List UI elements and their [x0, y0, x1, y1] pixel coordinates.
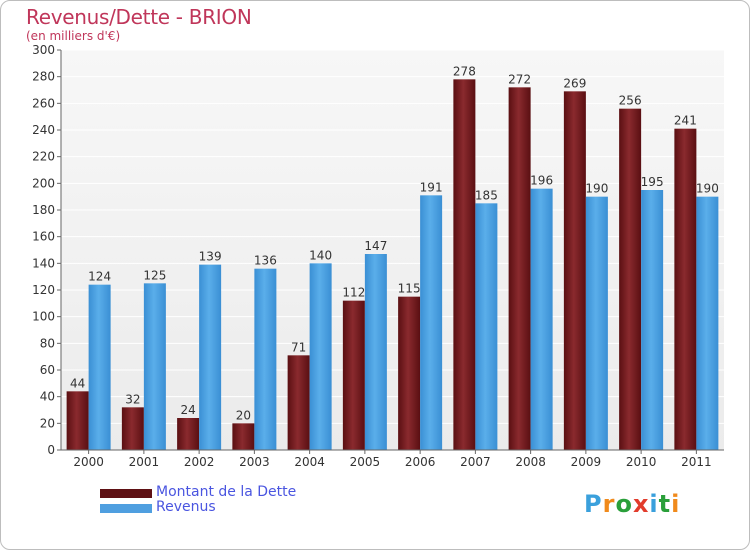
bar-revenus — [420, 195, 443, 450]
bar-revenus — [696, 196, 719, 450]
bar-revenus — [585, 196, 608, 450]
bar-revenus — [364, 254, 387, 450]
data-label-revenus: 125 — [143, 268, 166, 282]
proxiti-logo: Proxiti — [584, 490, 680, 518]
y-tick-label: 120 — [32, 283, 55, 297]
y-tick-label: 60 — [40, 363, 55, 377]
data-label-revenus: 185 — [475, 188, 498, 202]
bar-revenus — [88, 284, 111, 450]
legend-label-dette: Montant de la Dette — [156, 484, 297, 500]
chart-subtitle: (en milliers d'€) — [26, 29, 121, 43]
y-tick-label: 260 — [32, 96, 55, 110]
legend-swatch-revenus — [100, 504, 152, 513]
x-tick-label: 2010 — [626, 455, 657, 469]
plot-area — [61, 50, 724, 450]
bar-dette — [177, 418, 200, 450]
bar-dette — [66, 391, 89, 450]
bar-dette — [619, 108, 642, 451]
data-label-revenus: 140 — [309, 248, 332, 262]
logo-letter: t — [658, 490, 672, 518]
data-label-dette: 32 — [125, 392, 140, 406]
logo-letter: x — [632, 490, 650, 518]
x-tick-label: 2011 — [681, 455, 712, 469]
bar-dette — [674, 128, 697, 450]
y-tick-label: 140 — [32, 256, 55, 270]
x-tick-label: 2001 — [129, 455, 160, 469]
data-label-revenus: 190 — [696, 182, 719, 196]
data-label-revenus: 191 — [420, 180, 443, 194]
data-label-dette: 71 — [291, 340, 306, 354]
y-tick-label: 100 — [32, 310, 55, 324]
x-tick-label: 2003 — [239, 455, 270, 469]
data-label-revenus: 124 — [88, 270, 111, 284]
y-tick-label: 40 — [40, 390, 55, 404]
x-tick-label: 2007 — [460, 455, 491, 469]
data-label-dette: 272 — [508, 72, 531, 86]
logo-letter: o — [615, 490, 633, 518]
bar-dette — [508, 87, 531, 450]
bar-revenus — [309, 263, 332, 450]
y-tick-label: 180 — [32, 203, 55, 217]
y-tick-label: 20 — [40, 416, 55, 430]
bar-revenus — [254, 268, 277, 450]
bar-dette — [398, 296, 421, 450]
bar-revenus — [530, 188, 553, 450]
logo-letter: r — [602, 490, 616, 518]
data-label-dette: 256 — [619, 94, 642, 108]
logo-letter: P — [584, 490, 603, 518]
bar-dette — [232, 423, 255, 450]
bar-revenus — [641, 190, 664, 450]
x-tick-label: 2009 — [571, 455, 602, 469]
y-tick-label: 220 — [32, 150, 55, 164]
data-label-revenus: 136 — [254, 254, 277, 268]
y-tick-label: 200 — [32, 176, 55, 190]
bar-dette — [563, 91, 586, 450]
data-label-dette: 44 — [70, 376, 85, 390]
data-label-revenus: 195 — [641, 175, 664, 189]
legend-swatch-dette — [100, 489, 152, 498]
data-label-revenus: 139 — [199, 250, 222, 264]
bar-revenus — [143, 283, 166, 450]
bar-dette — [121, 407, 144, 450]
data-label-revenus: 190 — [585, 182, 608, 196]
bar-dette — [453, 79, 476, 450]
legend-label-revenus: Revenus — [156, 499, 216, 515]
logo-letter: i — [671, 490, 681, 518]
y-tick-label: 300 — [32, 43, 55, 57]
y-tick-label: 280 — [32, 70, 55, 84]
data-label-dette: 24 — [180, 403, 195, 417]
x-tick-label: 2000 — [73, 455, 104, 469]
x-tick-label: 2005 — [350, 455, 381, 469]
bar-dette — [287, 355, 310, 450]
data-label-revenus: 147 — [364, 239, 387, 253]
logo-letter: i — [649, 490, 659, 518]
bar-dette — [342, 300, 365, 450]
y-tick-label: 160 — [32, 230, 55, 244]
data-label-dette: 112 — [342, 286, 365, 300]
data-label-dette: 20 — [236, 408, 251, 422]
y-tick-label: 80 — [40, 336, 55, 350]
data-label-revenus: 196 — [530, 174, 553, 188]
data-label-dette: 241 — [674, 114, 697, 128]
y-tick-label: 240 — [32, 123, 55, 137]
data-label-dette: 269 — [563, 76, 586, 90]
bar-revenus — [199, 264, 222, 450]
bar-revenus — [475, 203, 498, 450]
data-label-dette: 115 — [398, 282, 421, 296]
x-tick-label: 2006 — [405, 455, 436, 469]
y-tick-label: 0 — [47, 443, 55, 457]
x-tick-label: 2002 — [184, 455, 215, 469]
x-tick-label: 2008 — [515, 455, 546, 469]
data-label-dette: 278 — [453, 64, 476, 78]
chart-title: Revenus/Dette - BRION — [26, 5, 252, 29]
x-tick-label: 2004 — [294, 455, 325, 469]
